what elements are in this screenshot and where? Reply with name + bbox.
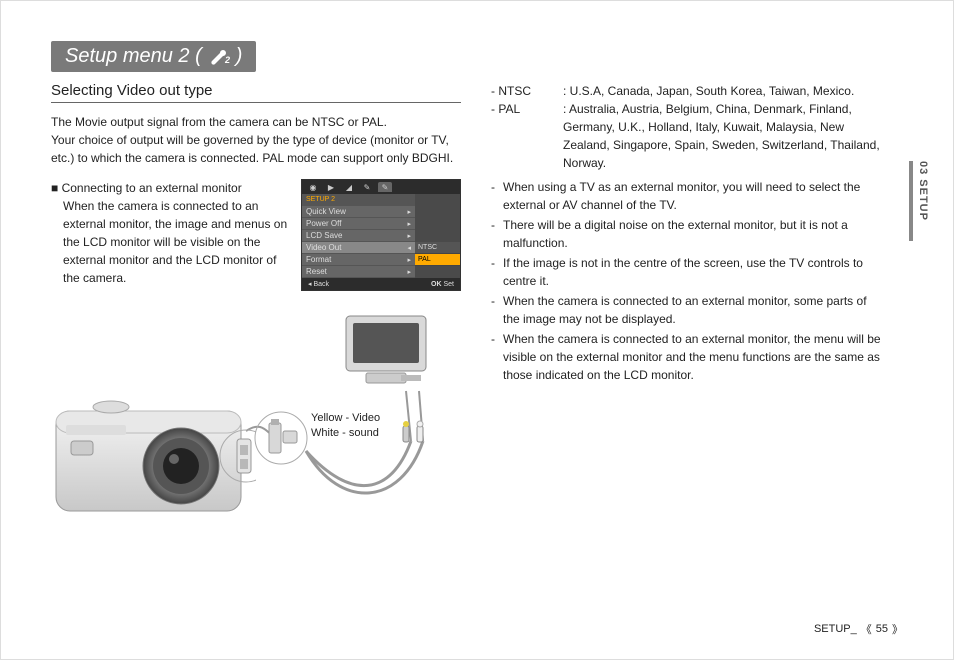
def-value: : U.S.A, Canada, Japan, South Korea, Tai…	[563, 82, 854, 100]
submenu-label: PAL	[418, 256, 431, 263]
menu-header: SETUP 2	[302, 194, 415, 206]
note-text: When using a TV as an external monitor, …	[503, 178, 881, 214]
chevron-right-icon: ▸	[407, 268, 411, 276]
right-column: - NTSC : U.S.A, Canada, Japan, South Kor…	[491, 82, 881, 531]
submenu-label: NTSC	[418, 244, 437, 251]
menu-tabs: ◉ ▶ ◢ ✎ ✎	[302, 180, 460, 194]
footer-back-label: Back	[313, 281, 329, 288]
chevron-right-icon: ▸	[407, 208, 411, 216]
note-text: When the camera is connected to an exter…	[503, 292, 881, 328]
back-arrow-icon: ◂	[308, 281, 312, 288]
def-row: - NTSC : U.S.A, Canada, Japan, South Kor…	[491, 82, 881, 100]
note-item: -When using a TV as an external monitor,…	[491, 178, 881, 214]
page-title-text: Setup menu 2 (	[65, 45, 202, 68]
submenu-item-selected: PAL	[415, 254, 460, 266]
def-term: - NTSC	[491, 82, 563, 100]
menu-item: Format ▸	[302, 254, 415, 266]
menu-item: Reset ▸	[302, 266, 415, 278]
menu-item-label: Format	[306, 255, 331, 264]
submenu-item: NTSC	[415, 242, 460, 254]
bracket-right-icon: 》	[892, 621, 903, 637]
section-heading: Selecting Video out type	[51, 82, 461, 103]
note-item: -When the camera is connected to an exte…	[491, 292, 881, 328]
footer-set-label: Set	[443, 281, 454, 288]
note-item: -When the camera is connected to an exte…	[491, 330, 881, 384]
note-text: There will be a digital noise on the ext…	[503, 216, 881, 252]
note-text: When the camera is connected to an exter…	[503, 330, 881, 384]
connect-heading: Connecting to an external monitor	[51, 181, 242, 195]
def-row: - PAL : Australia, Austria, Belgium, Chi…	[491, 100, 881, 172]
menu-screenshot: ◉ ▶ ◢ ✎ ✎ SETUP 2 Quick View ▸ Power Off ▸…	[301, 179, 461, 291]
page-title-bar: Setup menu 2 ( 2 )	[51, 41, 256, 72]
page-title-close: )	[236, 45, 243, 68]
connect-block: Connecting to an external monitor When t…	[51, 179, 291, 291]
menu-item-selected: Video Out ◂	[302, 242, 415, 254]
bracket-left-icon: 《	[861, 621, 872, 637]
definition-list: - NTSC : U.S.A, Canada, Japan, South Kor…	[491, 82, 881, 172]
camera-icon	[51, 391, 256, 521]
menu-item: Quick View ▸	[302, 206, 415, 218]
play-tab-icon: ▶	[324, 182, 338, 192]
note-item: -There will be a digital noise on the ex…	[491, 216, 881, 252]
notes-list: -When using a TV as an external monitor,…	[491, 178, 881, 384]
monitor-icon	[341, 311, 431, 386]
page-number: 55	[876, 623, 888, 635]
chevron-right-icon: ▸	[407, 232, 411, 240]
camera-tab-icon: ◉	[306, 182, 320, 192]
setup2-tab-icon: ✎	[378, 182, 392, 192]
section-side-tab: 03 SETUP	[909, 161, 929, 241]
def-term: - PAL	[491, 100, 563, 172]
setup1-tab-icon: ✎	[360, 182, 374, 192]
sound-tab-icon: ◢	[342, 182, 356, 192]
note-item: -If the image is not in the centre of th…	[491, 254, 881, 290]
menu-item: Power Off ▸	[302, 218, 415, 230]
chevron-right-icon: ▸	[407, 256, 411, 264]
submenu: NTSC PAL	[415, 194, 460, 278]
menu-item-label: Quick View	[306, 207, 346, 216]
connect-body: When the camera is connected to an exter…	[63, 197, 291, 287]
menu-list: SETUP 2 Quick View ▸ Power Off ▸ LCD Save ▸…	[302, 194, 415, 278]
footer-label: SETUP_	[814, 623, 857, 635]
menu-item: LCD Save ▸	[302, 230, 415, 242]
connection-diagram: Yellow - Video White - sound	[51, 311, 461, 531]
usb-plug-icon	[251, 411, 311, 466]
footer-ok-label: OK	[431, 281, 442, 288]
menu-item-label: Video Out	[306, 243, 341, 252]
menu-footer: ◂ Back OK Set	[302, 278, 460, 290]
svg-text:2: 2	[224, 55, 230, 65]
chevron-right-icon: ▸	[407, 220, 411, 228]
left-column: Selecting Video out type The Movie outpu…	[51, 82, 461, 531]
menu-item-label: LCD Save	[306, 231, 342, 240]
intro-text: The Movie output signal from the camera …	[51, 113, 461, 167]
page-footer: SETUP_ 《 55 》	[814, 621, 903, 637]
def-value: : Australia, Austria, Belgium, China, De…	[563, 100, 881, 172]
cable-label-sound: White - sound	[311, 426, 380, 441]
menu-header-label: SETUP 2	[306, 196, 335, 203]
menu-item-label: Reset	[306, 267, 327, 276]
cable-label: Yellow - Video White - sound	[311, 411, 380, 442]
chevron-left-icon: ◂	[407, 244, 411, 252]
note-text: If the image is not in the centre of the…	[503, 254, 881, 290]
wrench-2-icon: 2	[208, 48, 230, 66]
cable-label-video: Yellow - Video	[311, 411, 380, 426]
menu-item-label: Power Off	[306, 219, 341, 228]
